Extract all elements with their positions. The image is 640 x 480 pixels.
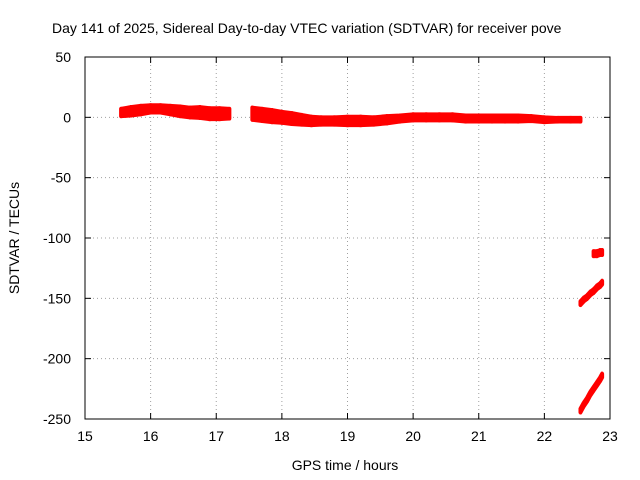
chart-title: Day 141 of 2025, Sidereal Day-to-day VTE… xyxy=(52,20,562,36)
x-axis-title: GPS time / hours xyxy=(292,457,399,473)
x-tick-label: 22 xyxy=(537,428,553,444)
y-tick-labels: -250 -200 -150 -100 -50 0 50 xyxy=(43,49,71,427)
y-tick-label: 0 xyxy=(63,109,71,125)
x-tick-label: 20 xyxy=(405,428,421,444)
y-tick-label: 50 xyxy=(55,49,71,65)
x-tick-label: 23 xyxy=(602,428,618,444)
axis-ticks xyxy=(84,56,611,420)
data-marks xyxy=(119,103,605,415)
data-series xyxy=(591,248,605,259)
data-series xyxy=(250,105,583,128)
x-tick-label: 19 xyxy=(340,428,356,444)
x-tick-labels: 15 16 17 18 19 20 21 22 23 xyxy=(77,428,618,444)
y-tick-label: -100 xyxy=(43,230,71,246)
y-axis-title: SDTVAR / TECUs xyxy=(6,182,22,294)
data-series xyxy=(578,278,605,307)
x-tick-label: 21 xyxy=(471,428,487,444)
data-series xyxy=(578,371,605,415)
y-tick-label: -200 xyxy=(43,351,71,367)
data-series xyxy=(119,103,232,122)
y-tick-label: -250 xyxy=(43,411,71,427)
x-tick-label: 15 xyxy=(77,428,93,444)
x-tick-label: 18 xyxy=(274,428,290,444)
x-tick-label: 16 xyxy=(143,428,159,444)
y-tick-label: -150 xyxy=(43,290,71,306)
y-tick-label: -50 xyxy=(51,170,71,186)
x-tick-label: 17 xyxy=(208,428,224,444)
